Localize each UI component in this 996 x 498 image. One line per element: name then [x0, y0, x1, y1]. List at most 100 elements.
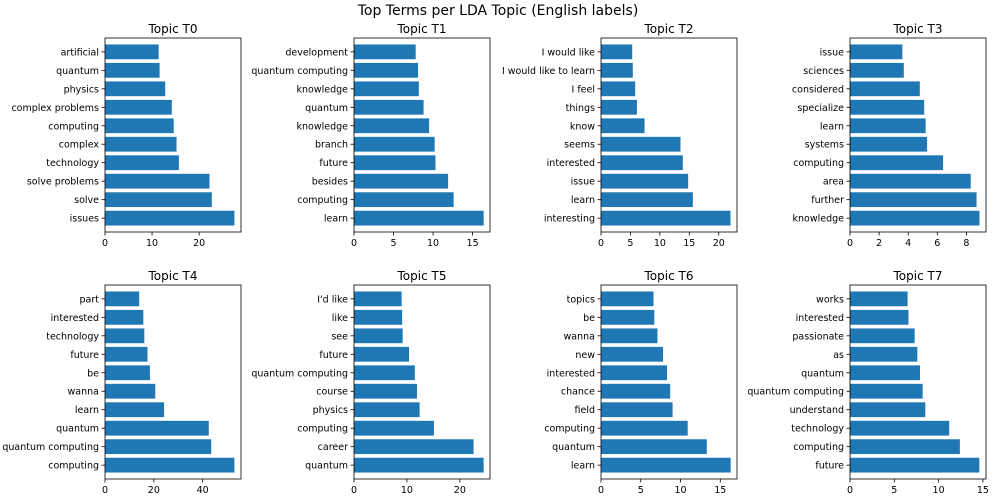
bar [105, 402, 165, 418]
bar [850, 210, 980, 226]
bar [850, 192, 977, 208]
bar [105, 309, 144, 325]
x-tick-label: 0 [598, 485, 604, 496]
x-tick-label: 15 [977, 485, 989, 496]
subplot-title: Topic T0 [148, 22, 198, 36]
y-tick-label: things [566, 103, 595, 114]
y-tick-label: technology [46, 331, 99, 342]
y-tick-label: part [80, 294, 100, 305]
x-tick-label: 10 [146, 238, 158, 249]
y-tick-label: computing [793, 442, 844, 453]
y-tick-label: knowledge [297, 121, 349, 132]
y-tick-label: learn [820, 121, 844, 132]
bar [105, 118, 174, 134]
y-tick-label: quantum [56, 424, 99, 435]
y-tick-label: works [816, 294, 844, 305]
subplot-topic-t5: Topic T5 quantum career computing physics cou… [251, 269, 491, 496]
subplot-grid: Topic T0 issues solve solve problems technol… [2, 22, 989, 496]
y-tick-label: quantum [801, 368, 844, 379]
x-tick-label: 20 [148, 485, 160, 496]
x-tick-label: 0 [351, 485, 357, 496]
y-tick-label: knowledge [793, 214, 845, 225]
x-tick-label: 0 [847, 238, 853, 249]
y-tick-label: computing [793, 158, 844, 169]
bar [354, 155, 436, 171]
y-tick-label: be [87, 368, 99, 379]
y-tick-label: further [811, 195, 844, 206]
y-tick-label: branch [315, 140, 348, 151]
y-tick-label: complex problems [11, 103, 99, 114]
bar [105, 210, 235, 226]
bar [850, 346, 918, 362]
y-tick-label: sciences [803, 66, 844, 77]
y-tick-label: quantum computing [251, 368, 348, 379]
bar [601, 420, 688, 436]
bar [105, 457, 235, 473]
bar [354, 118, 430, 134]
x-tick-label: 5 [627, 238, 633, 249]
bar [601, 44, 633, 60]
y-tick-label: considered [792, 84, 844, 95]
x-tick-label: 20 [713, 238, 725, 249]
bar [105, 62, 160, 78]
y-tick-label: I feel [572, 84, 596, 95]
bar [850, 457, 980, 473]
bar [601, 402, 673, 418]
bar [105, 383, 156, 399]
y-tick-label: solve [74, 195, 99, 206]
bar [354, 173, 449, 189]
y-tick-label: future [815, 461, 844, 472]
subplot-topic-t7: Topic T7 future computing technology underst… [747, 269, 989, 496]
y-tick-label: area [823, 177, 844, 188]
bar [354, 309, 403, 325]
y-tick-label: interested [796, 313, 844, 324]
bar [850, 439, 960, 455]
y-tick-label: future [319, 158, 348, 169]
y-tick-label: technology [791, 424, 844, 435]
axes-frame [104, 37, 242, 233]
y-tick-label: computing [544, 424, 595, 435]
bar [601, 62, 633, 78]
subplot-topic-t6: Topic T6 learn quantum computing field chance… [544, 269, 738, 496]
bar [354, 81, 419, 97]
bar [601, 309, 655, 325]
axes-frame [104, 284, 242, 480]
x-tick-label: 0 [598, 238, 604, 249]
bar [601, 328, 658, 344]
y-tick-label: technology [46, 158, 99, 169]
bar [850, 420, 950, 436]
y-tick-label: quantum [552, 442, 595, 453]
bar [850, 44, 903, 60]
y-tick-label: quantum [305, 461, 348, 472]
y-tick-label: specialize [797, 103, 844, 114]
y-tick-label: quantum [56, 66, 99, 77]
subplot-title: Topic T1 [397, 22, 447, 36]
y-tick-label: interested [547, 368, 595, 379]
x-tick-label: 0 [102, 485, 108, 496]
y-tick-label: see [331, 331, 348, 342]
y-tick-label: physics [313, 405, 348, 416]
bar [105, 328, 145, 344]
y-tick-label: interesting [544, 214, 595, 225]
bar [601, 173, 689, 189]
y-tick-label: wanna [564, 331, 595, 342]
axes-frame [849, 37, 987, 233]
y-tick-label: systems [805, 140, 844, 151]
y-tick-label: I would like [542, 47, 596, 58]
y-tick-label: besides [312, 177, 348, 188]
x-tick-label: 2 [876, 238, 882, 249]
bar [850, 402, 926, 418]
bar [601, 136, 681, 152]
axes-frame [600, 284, 738, 480]
y-tick-label: learn [324, 214, 348, 225]
y-tick-label: new [575, 350, 595, 361]
y-tick-label: I'd like [317, 294, 348, 305]
subplot-topic-t4: Topic T4 computing quantum computing quantu… [2, 269, 242, 496]
bar [601, 439, 707, 455]
x-tick-label: 5 [391, 238, 397, 249]
bar [354, 291, 402, 307]
y-tick-label: complex [59, 140, 100, 151]
subplot-title: Topic T7 [893, 269, 943, 283]
y-tick-label: artificial [61, 47, 99, 58]
